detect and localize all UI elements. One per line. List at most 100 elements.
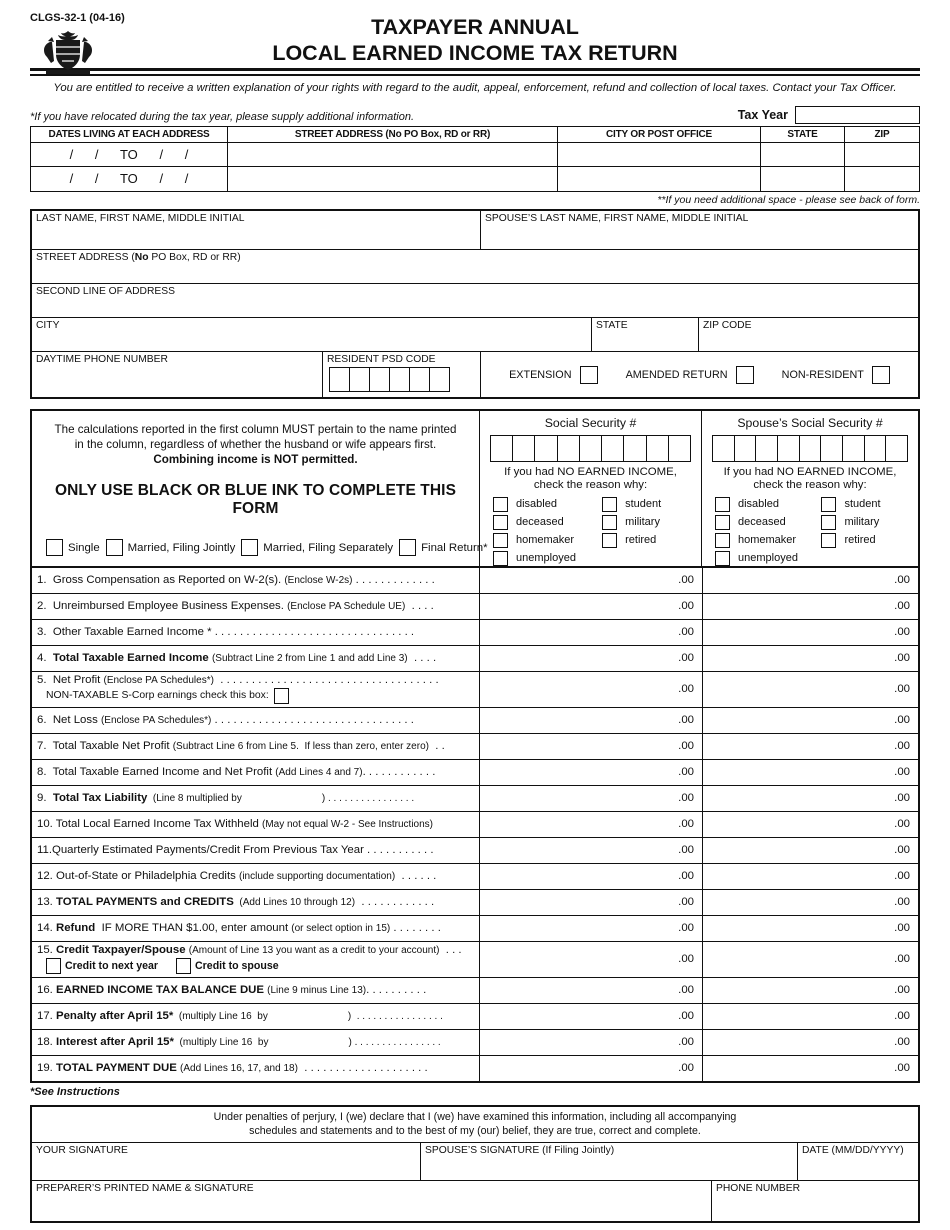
line-17-amount-spouse[interactable]: .00	[702, 1003, 918, 1029]
street-address-field[interactable]: STREET ADDRESS (No PO Box, RD or RR)	[32, 249, 918, 283]
spouse-student-checkbox[interactable]	[821, 496, 837, 512]
line-14-amount-spouse[interactable]: .00	[702, 915, 918, 941]
line-5-amount-spouse[interactable]: .00	[702, 671, 918, 707]
ssn-digit-box[interactable]	[799, 435, 822, 462]
ssn-digit-box[interactable]	[668, 435, 691, 462]
spouse-retired-checkbox[interactable]	[821, 532, 837, 548]
address2-street-field[interactable]	[228, 167, 558, 191]
spouse-homemaker-checkbox[interactable]	[715, 532, 730, 548]
address1-state-field[interactable]	[761, 143, 845, 167]
psd-digit-box[interactable]	[370, 367, 390, 392]
line-7-amount-spouse[interactable]: .00	[702, 733, 918, 759]
psd-digit-box[interactable]	[430, 367, 450, 392]
line-5-amount-taxpayer[interactable]: .00	[678, 683, 694, 696]
taxpayer-military-checkbox[interactable]	[602, 514, 618, 530]
psd-digit-box[interactable]	[410, 367, 430, 392]
extension-checkbox[interactable]	[579, 365, 598, 384]
date-field[interactable]: DATE (MM/DD/YYYY)	[798, 1143, 918, 1180]
line-1-amount-spouse[interactable]: .00	[702, 567, 918, 593]
ssn-digit-box[interactable]	[843, 435, 865, 462]
scorp-nontaxable-checkbox[interactable]	[273, 687, 289, 704]
address2-city-field[interactable]	[558, 167, 761, 191]
zip-field[interactable]: ZIP CODE	[699, 318, 918, 351]
ssn-digit-box[interactable]	[712, 435, 735, 462]
line-8-amount-taxpayer[interactable]: .00	[678, 766, 694, 779]
phone-number-field[interactable]: PHONE NUMBER	[712, 1181, 918, 1221]
married-jointly-checkbox[interactable]	[105, 539, 123, 557]
ssn-digit-box[interactable]	[886, 435, 909, 462]
address1-street-field[interactable]	[228, 143, 558, 167]
ssn-digit-box[interactable]	[734, 435, 757, 462]
final-return-checkbox[interactable]	[399, 539, 417, 557]
credit-to-next-year-checkbox[interactable]	[46, 957, 61, 974]
line-6-amount-taxpayer[interactable]: .00	[678, 714, 694, 727]
psd-digit-box[interactable]	[350, 367, 370, 392]
line-7-amount-taxpayer[interactable]: .00	[678, 740, 694, 753]
ssn-digit-box[interactable]	[557, 435, 580, 462]
line-9-amount-spouse[interactable]: .00	[702, 785, 918, 811]
ssn-digit-box[interactable]	[602, 435, 625, 462]
non-resident-checkbox[interactable]	[871, 365, 890, 384]
line-16-amount-taxpayer[interactable]: .00	[678, 984, 694, 997]
line-9-amount-taxpayer[interactable]: .00	[678, 792, 694, 805]
ssn-digit-box[interactable]	[490, 435, 514, 462]
taxpayer-retired-checkbox[interactable]	[602, 532, 618, 548]
ssn-digit-box[interactable]	[821, 435, 844, 462]
ssn-digit-box[interactable]	[513, 435, 536, 462]
line-17-amount-taxpayer[interactable]: .00	[678, 1010, 694, 1023]
second-address-line-field[interactable]: SECOND LINE OF ADDRESS	[32, 283, 918, 317]
ssn-digit-box[interactable]	[535, 435, 558, 462]
line-2-amount-taxpayer[interactable]: .00	[678, 600, 694, 613]
tax-year-input[interactable]	[795, 106, 920, 124]
ssn-digit-box[interactable]	[756, 435, 779, 462]
psd-digit-box[interactable]	[390, 367, 410, 392]
line-18-amount-spouse[interactable]: .00	[702, 1029, 918, 1055]
daytime-phone-field[interactable]: DAYTIME PHONE NUMBER	[32, 352, 323, 397]
line-8-amount-spouse[interactable]: .00	[702, 759, 918, 785]
taxpayer-deceased-checkbox[interactable]	[493, 514, 508, 530]
spouse-unemployed-checkbox[interactable]	[715, 550, 730, 566]
spouse-name-field[interactable]: SPOUSE’S LAST NAME, FIRST NAME, MIDDLE I…	[481, 211, 918, 249]
line-2-amount-spouse[interactable]: .00	[702, 593, 918, 619]
line-10-amount-spouse[interactable]: .00	[702, 811, 918, 837]
line-10-amount-taxpayer[interactable]: .00	[678, 818, 694, 831]
taxpayer-unemployed-checkbox[interactable]	[493, 550, 508, 566]
taxpayer-disabled-checkbox[interactable]	[493, 496, 508, 512]
ssn-digit-box[interactable]	[778, 435, 800, 462]
city-field[interactable]: CITY	[32, 318, 592, 351]
line-14-amount-taxpayer[interactable]: .00	[678, 922, 694, 935]
line-15-amount-taxpayer[interactable]: .00	[678, 953, 694, 966]
taxpayer-name-field[interactable]: LAST NAME, FIRST NAME, MIDDLE INITIAL	[32, 211, 481, 249]
spouse-signature-field[interactable]: SPOUSE’S SIGNATURE (If Filing Jointly)	[421, 1142, 798, 1180]
credit-to-spouse-checkbox[interactable]	[176, 957, 192, 974]
address2-state-field[interactable]	[761, 167, 845, 191]
line-12-amount-taxpayer[interactable]: .00	[678, 870, 694, 883]
ssn-digit-box[interactable]	[864, 435, 887, 462]
psd-digit-box[interactable]	[329, 367, 350, 392]
spouse-military-checkbox[interactable]	[821, 514, 837, 530]
married-separately-checkbox[interactable]	[241, 539, 259, 557]
ssn-digit-box[interactable]	[579, 435, 603, 462]
taxpayer-student-checkbox[interactable]	[602, 496, 618, 512]
line-19-amount-spouse[interactable]: .00	[702, 1055, 918, 1081]
address1-dates-field[interactable]: / / TO / /	[31, 143, 228, 167]
line-1-amount-taxpayer[interactable]: .00	[678, 574, 694, 587]
line-3-amount-taxpayer[interactable]: .00	[678, 626, 694, 639]
preparer-field[interactable]: PREPARER’S PRINTED NAME & SIGNATURE	[32, 1180, 712, 1221]
spouse-deceased-checkbox[interactable]	[715, 514, 730, 530]
taxpayer-homemaker-checkbox[interactable]	[493, 532, 508, 548]
address2-dates-field[interactable]: / / TO / /	[31, 167, 228, 191]
ssn-digit-box[interactable]	[646, 435, 669, 462]
address2-zip-field[interactable]	[845, 167, 919, 191]
line-12-amount-spouse[interactable]: .00	[702, 863, 918, 889]
line-18-amount-taxpayer[interactable]: .00	[678, 1036, 694, 1049]
line-13-amount-taxpayer[interactable]: .00	[678, 896, 694, 909]
line-13-amount-spouse[interactable]: .00	[702, 889, 918, 915]
line-3-amount-spouse[interactable]: .00	[702, 619, 918, 645]
line-19-amount-taxpayer[interactable]: .00	[678, 1062, 694, 1075]
line-4-amount-spouse[interactable]: .00	[702, 645, 918, 671]
line-11-amount-spouse[interactable]: .00	[702, 837, 918, 863]
line-6-amount-spouse[interactable]: .00	[702, 707, 918, 733]
state-field[interactable]: STATE	[592, 318, 699, 351]
address1-city-field[interactable]	[558, 143, 761, 167]
